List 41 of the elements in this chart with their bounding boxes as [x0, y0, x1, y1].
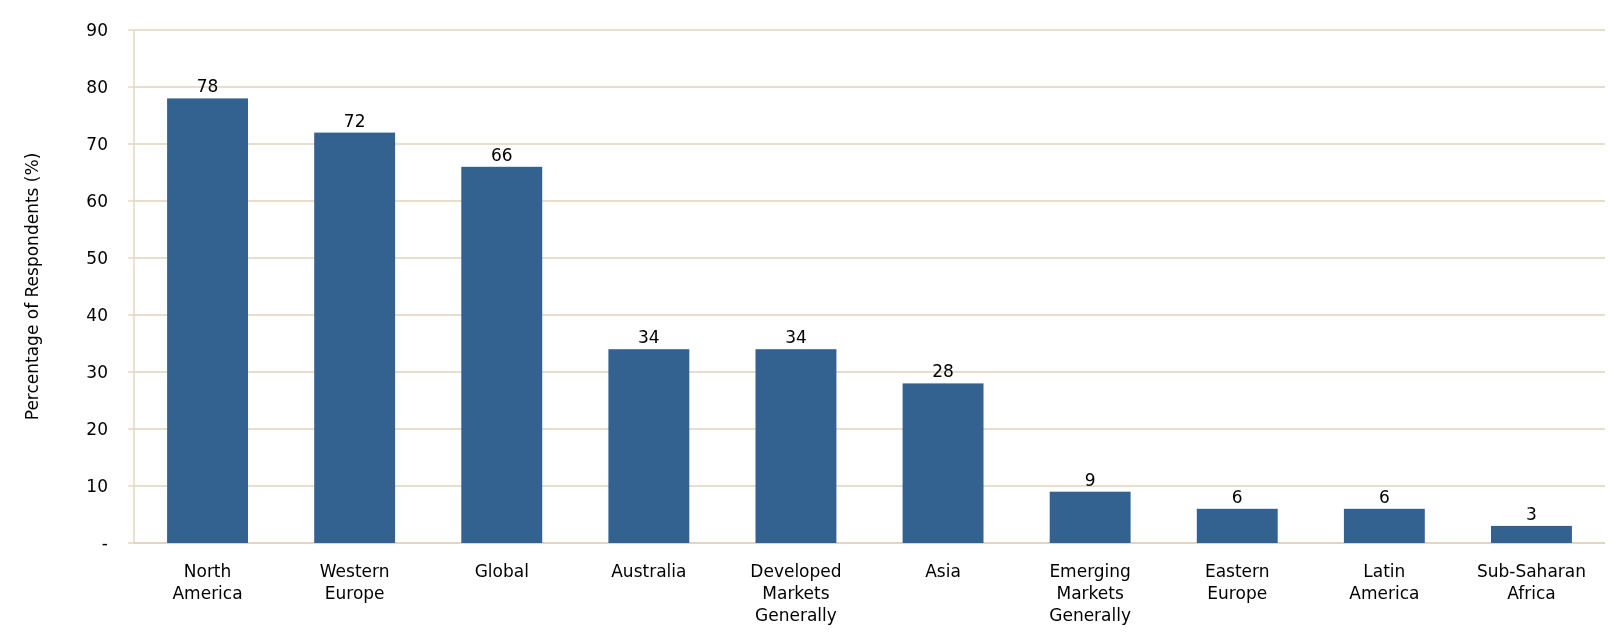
- data-label: 34: [785, 327, 807, 348]
- y-tick-label: 80: [86, 76, 108, 97]
- x-tick-label: Global: [474, 561, 529, 581]
- data-label: 9: [1084, 469, 1096, 490]
- y-tick-label: 30: [86, 361, 108, 382]
- data-label: 3: [1526, 503, 1537, 524]
- data-label: 78: [196, 76, 219, 97]
- y-tick-label: -: [101, 532, 108, 553]
- data-label: 66: [490, 144, 513, 165]
- bar: [1049, 491, 1131, 543]
- y-tick-label: 40: [86, 304, 108, 325]
- y-tick-label: 50: [86, 247, 108, 268]
- x-tick-label: Western Europe: [319, 561, 390, 604]
- bar: [608, 349, 690, 543]
- x-tick-label: North America: [172, 561, 243, 604]
- y-tick-label: 70: [86, 133, 108, 154]
- data-label: 6: [1378, 486, 1390, 507]
- bar: [167, 98, 248, 543]
- y-tick-label: 20: [86, 418, 108, 439]
- x-tick-label: Emerging Markets Generally: [1049, 561, 1132, 626]
- data-label: 72: [343, 110, 366, 131]
- x-tick-label: Eastern Europe: [1204, 561, 1270, 604]
- x-tick-label: Asia: [925, 561, 961, 581]
- x-tick-label: Australia: [611, 561, 687, 581]
- bar: [1491, 525, 1572, 543]
- data-label: 34: [638, 327, 660, 348]
- bar: [314, 132, 396, 543]
- bar: [755, 349, 837, 543]
- data-label: 28: [932, 361, 954, 382]
- x-tick-label: Developed Markets Generally: [750, 561, 842, 626]
- y-tick-label: 60: [86, 190, 108, 211]
- y-axis-title: Percentage of Respondents (%): [22, 152, 42, 421]
- bar: [902, 383, 984, 543]
- x-tick-label: Latin America: [1349, 561, 1420, 604]
- data-label: 6: [1231, 486, 1243, 507]
- x-tick-label: Sub-Saharan Africa: [1476, 561, 1586, 604]
- y-tick-label: 90: [86, 19, 108, 40]
- bar: [461, 166, 543, 543]
- bar: [1196, 508, 1278, 543]
- bar: [1343, 508, 1425, 543]
- y-tick-label: 10: [86, 475, 108, 496]
